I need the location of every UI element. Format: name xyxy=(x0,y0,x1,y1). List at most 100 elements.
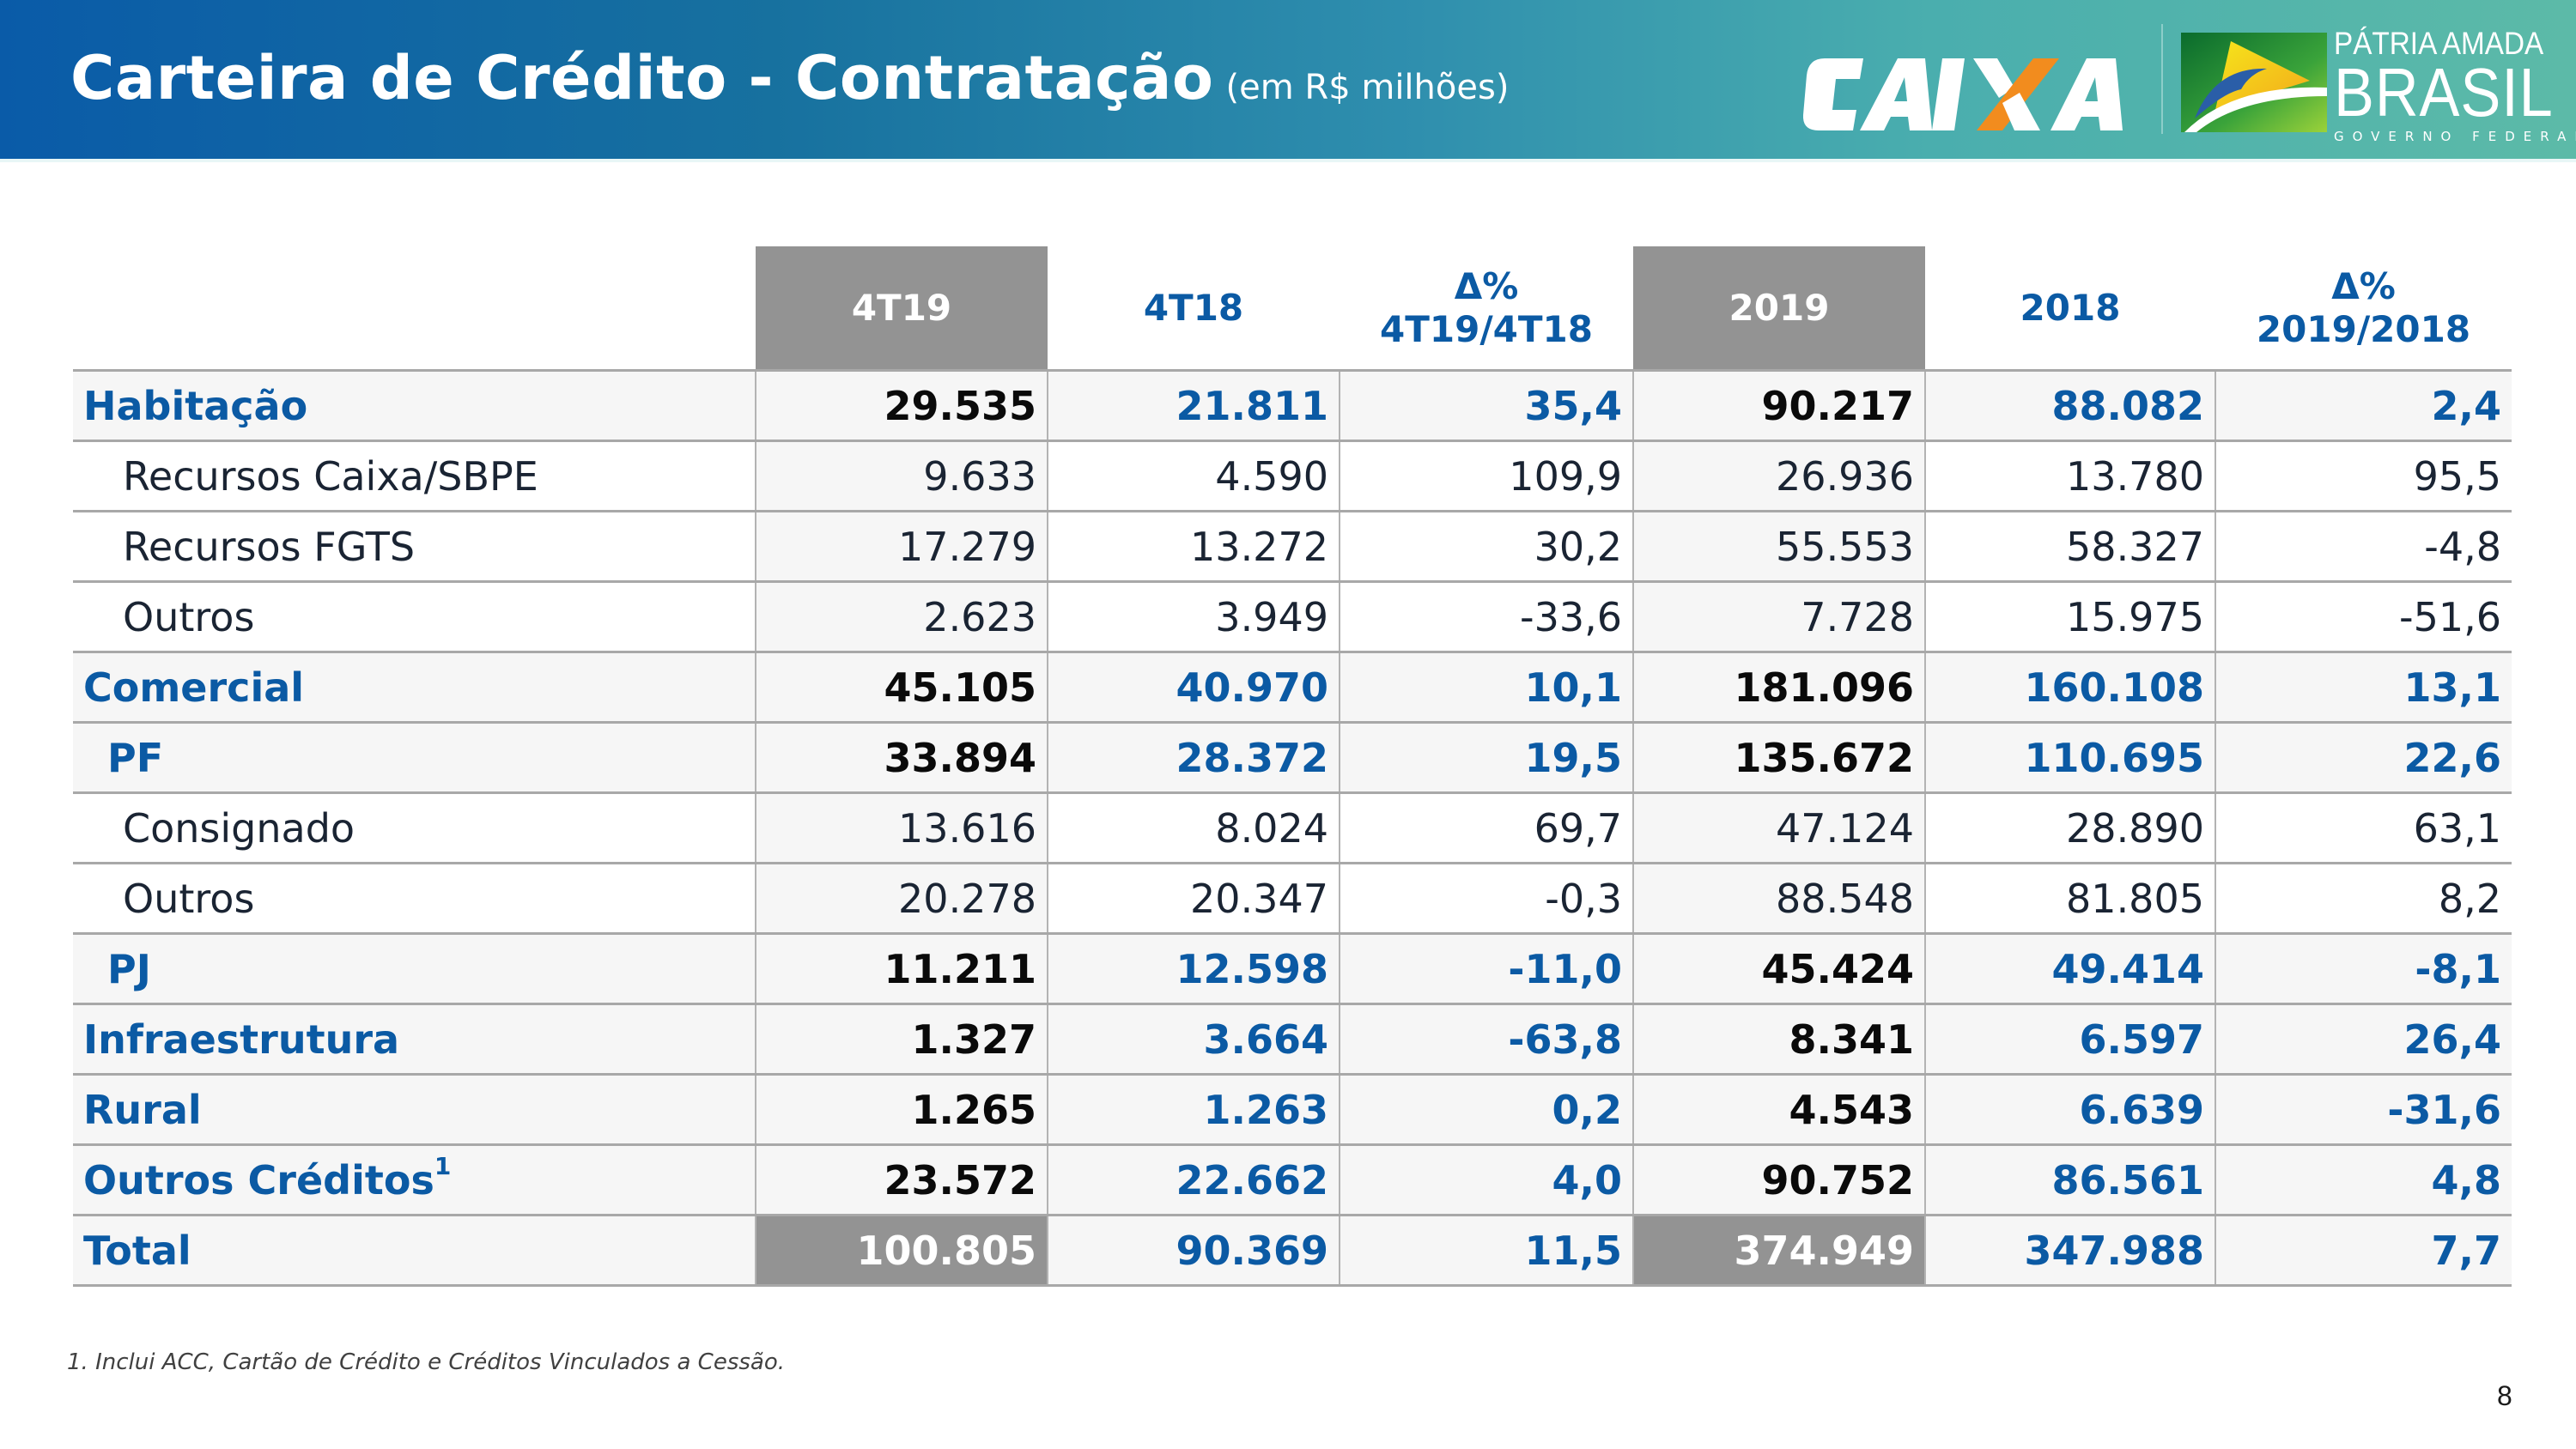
cell-value: 13.780 xyxy=(1924,440,2215,512)
cell-value: 160.108 xyxy=(1924,651,2215,723)
column-header: Δ% 2019/2018 xyxy=(2215,246,2512,371)
column-header: Δ% 4T19/4T18 xyxy=(1340,246,1633,371)
cell-value: 11.211 xyxy=(755,932,1048,1004)
row-label-text: Habitação xyxy=(83,382,308,429)
logo-divider xyxy=(2161,24,2163,134)
cell-value: 7,7 xyxy=(2215,1214,2512,1287)
row-label-text: Rural xyxy=(83,1086,202,1133)
cell-value: 23.572 xyxy=(755,1143,1048,1216)
column-header: 2018 xyxy=(1925,246,2215,371)
gov-logo-line1: PÁTRIA AMADA xyxy=(2334,26,2544,61)
row-label: Recursos Caixa/SBPE xyxy=(73,440,756,512)
header-underline xyxy=(0,159,2576,162)
header-cell-label xyxy=(73,246,756,371)
cell-value: 2.623 xyxy=(755,580,1048,652)
cell-value: 63,1 xyxy=(2215,791,2512,864)
table-row: PF 33.894 28.372 19,5 135.672 110.695 22,6 xyxy=(73,721,2512,793)
cell-value: 47.124 xyxy=(1632,791,1925,864)
cell-value: 90.217 xyxy=(1632,369,1925,441)
cell-value: 135.672 xyxy=(1632,721,1925,793)
cell-value: 22,6 xyxy=(2215,721,2512,793)
table-body: Habitação 29.535 21.811 35,4 90.217 88.082 2,4… xyxy=(73,369,2512,1287)
table-header-row: 4T19 4T18 Δ% 4T19/4T18 2019 2018 Δ% 2019/2018 xyxy=(73,246,2512,371)
cell-value: 35,4 xyxy=(1339,369,1633,441)
cell-value: -4,8 xyxy=(2215,510,2512,582)
cell-value: 90.752 xyxy=(1632,1143,1925,1216)
cell-value: 29.535 xyxy=(755,369,1048,441)
brasil-flag-logo xyxy=(2181,33,2327,132)
table-row: Rural 1.265 1.263 0,2 4.543 6.639 -31,6 xyxy=(73,1073,2512,1145)
table-row: PJ 11.211 12.598 -11,0 45.424 49.414 -8,1 xyxy=(73,932,2512,1004)
table-row: Total 100.805 90.369 11,5 374.949 347.988 7,7 xyxy=(73,1214,2512,1287)
column-header-line1: 2019 xyxy=(1728,286,1830,329)
cell-value: 8.024 xyxy=(1047,791,1340,864)
row-label-text: PJ xyxy=(107,945,151,992)
cell-value: 95,5 xyxy=(2215,440,2512,512)
row-label: Total xyxy=(73,1214,756,1287)
cell-value: -63,8 xyxy=(1339,1003,1633,1075)
row-label-text: Consignado xyxy=(123,804,355,852)
cell-value: 8.341 xyxy=(1632,1003,1925,1075)
row-label: Outros xyxy=(73,862,756,934)
table-row: Consignado 13.616 8.024 69,7 47.124 28.890 63,… xyxy=(73,791,2512,864)
cell-value: -33,6 xyxy=(1339,580,1633,652)
cell-value: 45.424 xyxy=(1632,932,1925,1004)
cell-value: 90.369 xyxy=(1047,1214,1340,1287)
cell-value: -8,1 xyxy=(2215,932,2512,1004)
cell-value: 8,2 xyxy=(2215,862,2512,934)
cell-value: -31,6 xyxy=(2215,1073,2512,1145)
caixa-logo xyxy=(1803,58,2123,130)
cell-value: -11,0 xyxy=(1339,932,1633,1004)
table-row: Infraestrutura 1.327 3.664 -63,8 8.341 6.597 2… xyxy=(73,1003,2512,1075)
column-header-line1: 4T19 xyxy=(851,286,952,329)
cell-value: 6.639 xyxy=(1924,1073,2215,1145)
row-label-text: Outros Créditos xyxy=(83,1156,434,1203)
table-row: Recursos Caixa/SBPE 9.633 4.590 109,9 26.936… xyxy=(73,440,2512,512)
cell-value: 2,4 xyxy=(2215,369,2512,441)
row-label-text: Recursos Caixa/SBPE xyxy=(123,452,538,500)
column-header-line2: 4T19/4T18 xyxy=(1380,307,1593,350)
cell-value: 374.949 xyxy=(1632,1214,1925,1287)
gov-logo-line2: BRASIL xyxy=(2334,54,2554,130)
row-label-text: Total xyxy=(83,1227,191,1274)
cell-value: 13.272 xyxy=(1047,510,1340,582)
row-label-text: Outros xyxy=(123,593,255,640)
footnote: 1. Inclui ACC, Cartão de Crédito e Crédi… xyxy=(67,1349,786,1375)
cell-value: 86.561 xyxy=(1924,1143,2215,1216)
cell-value: -0,3 xyxy=(1339,862,1633,934)
credit-portfolio-table: 4T19 4T18 Δ% 4T19/4T18 2019 2018 Δ% 2019/2018 H… xyxy=(73,246,2512,1287)
cell-value: 100.805 xyxy=(755,1214,1048,1287)
cell-value: 40.970 xyxy=(1047,651,1340,723)
row-label: Infraestrutura xyxy=(73,1003,756,1075)
footnote-marker: 1 xyxy=(434,1151,452,1180)
cell-value: 4.543 xyxy=(1632,1073,1925,1145)
cell-value: 30,2 xyxy=(1339,510,1633,582)
row-label: PF xyxy=(73,721,756,793)
row-label: PJ xyxy=(73,932,756,1004)
cell-value: 88.548 xyxy=(1632,862,1925,934)
column-header-line1: 2018 xyxy=(2020,286,2121,329)
cell-value: 69,7 xyxy=(1339,791,1633,864)
column-header: 4T18 xyxy=(1048,246,1340,371)
cell-value: 110.695 xyxy=(1924,721,2215,793)
gov-logo-line3: GOVERNO FEDERAL xyxy=(2334,129,2576,144)
cell-value: 4.590 xyxy=(1047,440,1340,512)
cell-value: 181.096 xyxy=(1632,651,1925,723)
row-label-text: Outros xyxy=(123,875,255,922)
page-number: 8 xyxy=(2497,1380,2512,1411)
row-label-text: Infraestrutura xyxy=(83,1016,400,1063)
column-header-line1: 4T18 xyxy=(1143,286,1244,329)
column-header: 4T19 xyxy=(756,246,1048,371)
caixa-wordmark xyxy=(1803,58,2123,130)
table-row: Habitação 29.535 21.811 35,4 90.217 88.082 2,4 xyxy=(73,369,2512,441)
row-label: Outros xyxy=(73,580,756,652)
cell-value: 49.414 xyxy=(1924,932,2215,1004)
table-row: Outros 2.623 3.949 -33,6 7.728 15.975 -51,6 xyxy=(73,580,2512,652)
cell-value: 3.949 xyxy=(1047,580,1340,652)
cell-value: 28.372 xyxy=(1047,721,1340,793)
cell-value: 28.890 xyxy=(1924,791,2215,864)
cell-value: 1.265 xyxy=(755,1073,1048,1145)
cell-value: 26.936 xyxy=(1632,440,1925,512)
cell-value: 12.598 xyxy=(1047,932,1340,1004)
cell-value: 21.811 xyxy=(1047,369,1340,441)
